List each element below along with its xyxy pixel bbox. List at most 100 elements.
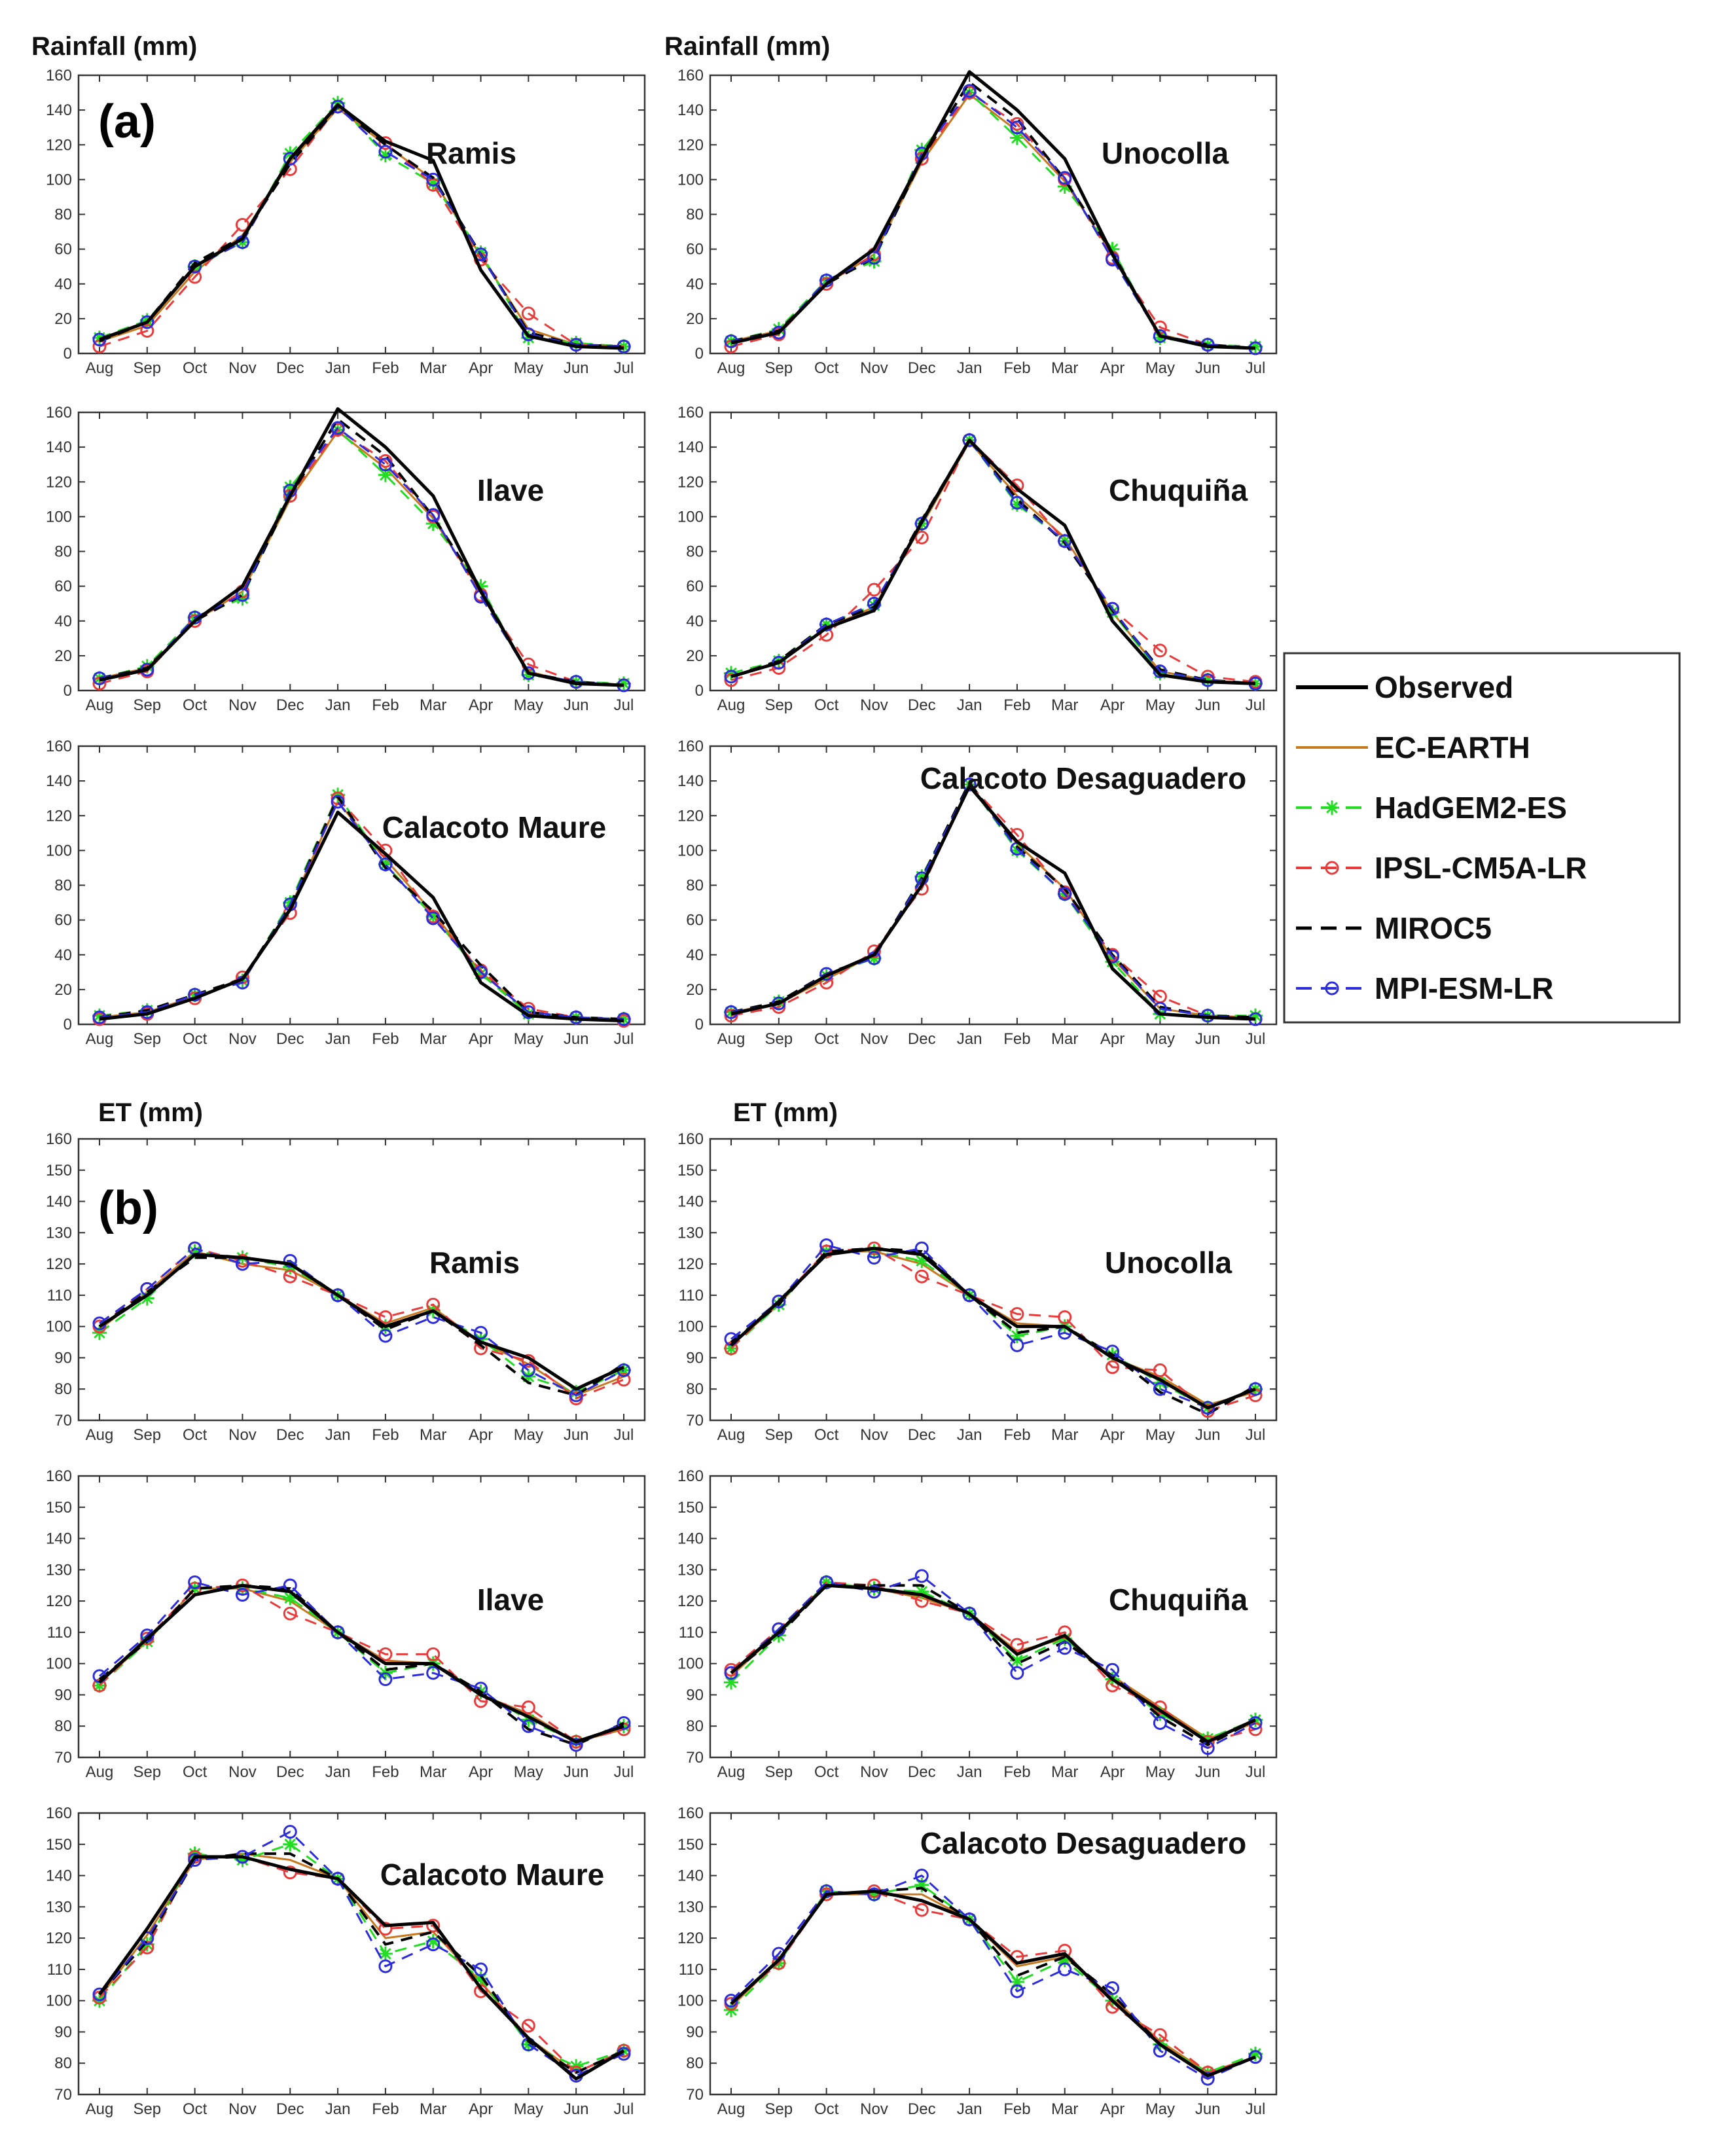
data-point-hadgem2-es	[914, 1877, 929, 1892]
y-tick-label: 100	[677, 171, 704, 189]
data-point-hadgem2-es	[1248, 676, 1263, 691]
station-title: Calacoto Desaguadero	[920, 761, 1246, 795]
x-tick-label: May	[1145, 1030, 1175, 1048]
y-tick-label: 140	[677, 1193, 704, 1211]
x-tick-label: Dec	[908, 1030, 936, 1048]
x-tick-label: Mar	[1051, 1763, 1078, 1781]
y-tick-label: 140	[677, 1530, 704, 1548]
data-point-ipsl-cm5a-lr	[378, 1647, 393, 1661]
series-line-observed	[730, 1889, 1256, 2077]
y-tick-label: 100	[677, 1992, 704, 2010]
data-point-mpi-esm-lr	[1010, 1984, 1024, 1998]
x-tick-label: Jul	[1246, 1030, 1266, 1048]
y-tick-label: 160	[46, 738, 72, 755]
x-tick-label: Mar	[1051, 1426, 1078, 1444]
panels: 0 20 40 60 80 100 120 140 160 Aug Sep Oct Nov Dec Jan F…	[46, 67, 1278, 2118]
data-point-mpi-esm-lr	[772, 1294, 786, 1308]
data-point-ipsl-cm5a-lr	[867, 944, 881, 958]
x-tick-label: Oct	[814, 1763, 839, 1781]
data-point-mpi-esm-lr	[1058, 171, 1072, 185]
data-point-ipsl-cm5a-lr	[283, 1269, 297, 1284]
x-tick-label: Jun	[1195, 359, 1221, 377]
chart-rain-ramis: 0 20 40 60 80 100 120 140 160 Aug Sep Oct Nov Dec Jan F…	[46, 67, 646, 377]
series-line-mpi-esm-lr	[99, 105, 624, 348]
y-tick-label: 150	[46, 1499, 72, 1517]
x-tick-label: Jun	[564, 2100, 589, 2118]
data-point-hadgem2-es	[617, 2043, 631, 2058]
data-point-mpi-esm-lr	[772, 656, 786, 670]
data-point-mpi-esm-lr	[521, 1363, 535, 1378]
chart-et-ramis: 70 80 90 100 110 120 130 140 150 160 Aug Sep Oct Nov D…	[46, 1130, 646, 1444]
x-tick-label: May	[1145, 359, 1175, 377]
y-tick-label: 140	[46, 1530, 72, 1548]
x-tick-label: Oct	[814, 1030, 839, 1048]
y-tick-label: 90	[686, 1686, 704, 1704]
x-tick-label: Aug	[86, 1030, 114, 1048]
y-tick-label: 70	[54, 1749, 72, 1767]
data-point-ipsl-cm5a-lr	[426, 177, 441, 192]
data-point-ipsl-cm5a-lr	[283, 489, 297, 503]
et-label-right: ET (mm)	[733, 1098, 838, 1127]
data-point-hadgem2-es	[1248, 2046, 1263, 2061]
x-tick-label: Jan	[325, 1426, 351, 1444]
x-tick-label: Sep	[133, 1426, 161, 1444]
x-tick-label: Feb	[372, 1426, 399, 1444]
y-tick-label: 40	[54, 946, 72, 964]
series-line-miroc5	[730, 1886, 1256, 2077]
y-tick-label: 120	[677, 807, 704, 825]
y-tick-label: 160	[46, 1805, 72, 1822]
y-tick-label: 120	[46, 473, 72, 491]
y-tick-label: 60	[686, 578, 704, 596]
data-point-hadgem2-es	[1200, 673, 1215, 688]
x-tick-label: Dec	[908, 696, 936, 714]
data-point-ipsl-cm5a-lr	[1153, 2028, 1167, 2042]
y-tick-label: 130	[46, 1898, 72, 1916]
y-tick-label: 70	[686, 1412, 704, 1429]
y-tick-label: 80	[54, 2055, 72, 2072]
plot-area	[709, 1138, 1278, 1422]
data-point-hadgem2-es	[1105, 242, 1120, 257]
data-point-ipsl-cm5a-lr	[914, 1903, 929, 1917]
series-line-observed	[99, 810, 624, 1023]
data-point-mpi-esm-lr	[1010, 1666, 1024, 1680]
x-tick-label: Feb	[1003, 696, 1030, 714]
data-point-ipsl-cm5a-lr	[521, 2019, 535, 2033]
series-line-observed	[730, 1246, 1256, 1410]
series-line-observed	[98, 1253, 625, 1391]
x-tick-label: May	[514, 1030, 543, 1048]
series-line-mpi-esm-lr	[99, 1581, 624, 1746]
data-point-ipsl-cm5a-lr	[914, 530, 929, 545]
data-point-hadgem2-es	[569, 336, 584, 351]
data-point-mpi-esm-lr	[1248, 1382, 1263, 1396]
data-point-mpi-esm-lr	[724, 670, 738, 684]
data-point-ipsl-cm5a-lr	[378, 1310, 393, 1324]
x-tick-label: Aug	[717, 1426, 746, 1444]
chart-rain-calacoto-maure: 0 20 40 60 80 100 120 140 160 Aug Sep Oct Nov Dec Jan F…	[46, 738, 646, 1048]
data-point-mpi-esm-lr	[1058, 1962, 1072, 1977]
series-miroc5	[99, 105, 624, 348]
data-point-mpi-esm-lr	[521, 1719, 535, 1733]
x-tick-label: Jun	[1195, 1030, 1221, 1048]
data-point-ipsl-cm5a-lr	[140, 323, 154, 338]
y-tick-label: 40	[54, 276, 72, 293]
y-tick-label: 80	[54, 543, 72, 561]
x-tick-label: Feb	[372, 2100, 399, 2118]
data-point-ipsl-cm5a-lr	[724, 1341, 738, 1356]
data-point-mpi-esm-lr	[1153, 664, 1167, 679]
data-point-ipsl-cm5a-lr	[1010, 478, 1024, 493]
y-tick-label: 40	[686, 276, 704, 293]
plot-area	[709, 74, 1278, 355]
x-tick-label: Nov	[860, 696, 888, 714]
data-point-mpi-esm-lr	[331, 421, 345, 435]
y-tick-label: 40	[54, 613, 72, 630]
data-point-mpi-esm-lr	[914, 516, 929, 531]
data-point-mpi-esm-lr	[188, 1575, 202, 1589]
x-tick-label: Mar	[420, 1763, 446, 1781]
y-tick-label: 100	[677, 1318, 704, 1336]
y-tick-label: 90	[54, 1349, 72, 1367]
series-miroc5	[98, 1584, 624, 1746]
series-miroc5	[730, 1886, 1256, 2077]
y-tick-label: 0	[63, 345, 72, 363]
y-tick-label: 20	[54, 310, 72, 328]
y-tick-label: 160	[46, 1130, 72, 1148]
